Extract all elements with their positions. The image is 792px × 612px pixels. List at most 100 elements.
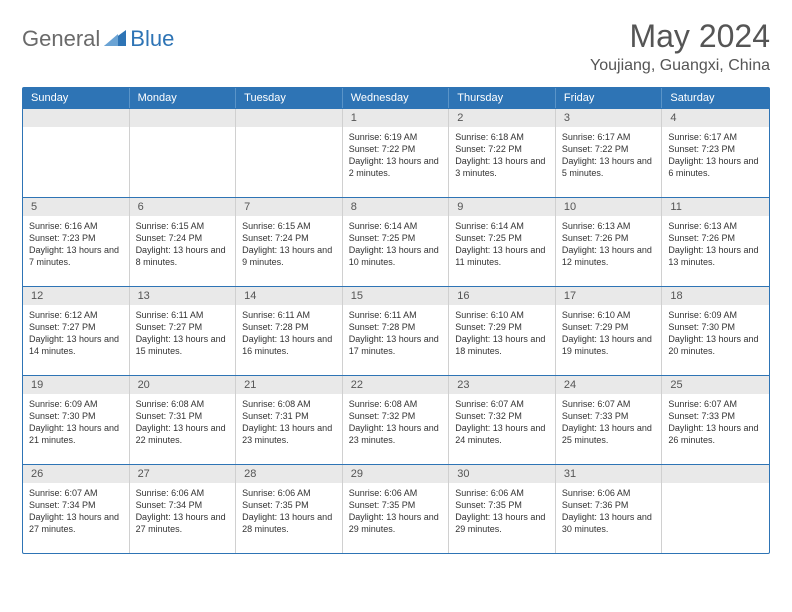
brand-triangle-icon bbox=[104, 28, 126, 51]
day-cell: 8Sunrise: 6:14 AMSunset: 7:25 PMDaylight… bbox=[343, 198, 450, 286]
sunset-line: Sunset: 7:27 PM bbox=[136, 321, 230, 333]
brand-logo: General Blue bbox=[22, 26, 174, 52]
daylight-line: Daylight: 13 hours and 23 minutes. bbox=[349, 422, 443, 446]
day-cell bbox=[130, 109, 237, 197]
daylight-line: Daylight: 13 hours and 29 minutes. bbox=[455, 511, 549, 535]
day-number: 27 bbox=[130, 465, 236, 483]
day-body: Sunrise: 6:06 AMSunset: 7:34 PMDaylight:… bbox=[130, 483, 236, 542]
sunrise-line: Sunrise: 6:11 AM bbox=[349, 309, 443, 321]
weekday-header-row: SundayMondayTuesdayWednesdayThursdayFrid… bbox=[23, 88, 769, 108]
day-cell: 12Sunrise: 6:12 AMSunset: 7:27 PMDayligh… bbox=[23, 287, 130, 375]
day-body bbox=[236, 127, 342, 137]
day-body: Sunrise: 6:14 AMSunset: 7:25 PMDaylight:… bbox=[449, 216, 555, 275]
weekday-header: Sunday bbox=[23, 88, 130, 108]
sunset-line: Sunset: 7:29 PM bbox=[562, 321, 656, 333]
day-cell: 9Sunrise: 6:14 AMSunset: 7:25 PMDaylight… bbox=[449, 198, 556, 286]
day-number: 20 bbox=[130, 376, 236, 394]
sunrise-line: Sunrise: 6:11 AM bbox=[136, 309, 230, 321]
day-number bbox=[23, 109, 129, 127]
day-number: 13 bbox=[130, 287, 236, 305]
day-number: 11 bbox=[662, 198, 769, 216]
day-cell: 31Sunrise: 6:06 AMSunset: 7:36 PMDayligh… bbox=[556, 465, 663, 553]
day-number bbox=[130, 109, 236, 127]
day-body: Sunrise: 6:06 AMSunset: 7:35 PMDaylight:… bbox=[236, 483, 342, 542]
daylight-line: Daylight: 13 hours and 3 minutes. bbox=[455, 155, 549, 179]
day-cell: 29Sunrise: 6:06 AMSunset: 7:35 PMDayligh… bbox=[343, 465, 450, 553]
sunset-line: Sunset: 7:34 PM bbox=[136, 499, 230, 511]
daylight-line: Daylight: 13 hours and 19 minutes. bbox=[562, 333, 656, 357]
daylight-line: Daylight: 13 hours and 12 minutes. bbox=[562, 244, 656, 268]
sunrise-line: Sunrise: 6:15 AM bbox=[242, 220, 336, 232]
day-body: Sunrise: 6:11 AMSunset: 7:27 PMDaylight:… bbox=[130, 305, 236, 364]
day-number: 4 bbox=[662, 109, 769, 127]
day-number: 26 bbox=[23, 465, 129, 483]
day-cell: 1Sunrise: 6:19 AMSunset: 7:22 PMDaylight… bbox=[343, 109, 450, 197]
day-body: Sunrise: 6:14 AMSunset: 7:25 PMDaylight:… bbox=[343, 216, 449, 275]
sunset-line: Sunset: 7:30 PM bbox=[29, 410, 123, 422]
daylight-line: Daylight: 13 hours and 24 minutes. bbox=[455, 422, 549, 446]
day-body: Sunrise: 6:06 AMSunset: 7:35 PMDaylight:… bbox=[449, 483, 555, 542]
sunset-line: Sunset: 7:30 PM bbox=[668, 321, 763, 333]
day-number: 3 bbox=[556, 109, 662, 127]
day-body: Sunrise: 6:11 AMSunset: 7:28 PMDaylight:… bbox=[236, 305, 342, 364]
daylight-line: Daylight: 13 hours and 17 minutes. bbox=[349, 333, 443, 357]
weekday-header: Tuesday bbox=[236, 88, 343, 108]
sunset-line: Sunset: 7:34 PM bbox=[29, 499, 123, 511]
page-location: Youjiang, Guangxi, China bbox=[590, 57, 770, 75]
day-body: Sunrise: 6:11 AMSunset: 7:28 PMDaylight:… bbox=[343, 305, 449, 364]
sunset-line: Sunset: 7:32 PM bbox=[349, 410, 443, 422]
sunset-line: Sunset: 7:35 PM bbox=[455, 499, 549, 511]
day-cell: 13Sunrise: 6:11 AMSunset: 7:27 PMDayligh… bbox=[130, 287, 237, 375]
day-number: 28 bbox=[236, 465, 342, 483]
day-cell: 18Sunrise: 6:09 AMSunset: 7:30 PMDayligh… bbox=[662, 287, 769, 375]
brand-blue: Blue bbox=[130, 26, 174, 52]
sunrise-line: Sunrise: 6:15 AM bbox=[136, 220, 230, 232]
sunrise-line: Sunrise: 6:19 AM bbox=[349, 131, 443, 143]
sunrise-line: Sunrise: 6:10 AM bbox=[562, 309, 656, 321]
sunrise-line: Sunrise: 6:08 AM bbox=[242, 398, 336, 410]
day-cell: 30Sunrise: 6:06 AMSunset: 7:35 PMDayligh… bbox=[449, 465, 556, 553]
daylight-line: Daylight: 13 hours and 27 minutes. bbox=[136, 511, 230, 535]
daylight-line: Daylight: 13 hours and 25 minutes. bbox=[562, 422, 656, 446]
day-body: Sunrise: 6:19 AMSunset: 7:22 PMDaylight:… bbox=[343, 127, 449, 186]
day-cell: 3Sunrise: 6:17 AMSunset: 7:22 PMDaylight… bbox=[556, 109, 663, 197]
day-body: Sunrise: 6:06 AMSunset: 7:35 PMDaylight:… bbox=[343, 483, 449, 542]
day-body: Sunrise: 6:16 AMSunset: 7:23 PMDaylight:… bbox=[23, 216, 129, 275]
day-number: 24 bbox=[556, 376, 662, 394]
day-body: Sunrise: 6:07 AMSunset: 7:32 PMDaylight:… bbox=[449, 394, 555, 453]
day-body: Sunrise: 6:08 AMSunset: 7:32 PMDaylight:… bbox=[343, 394, 449, 453]
sunset-line: Sunset: 7:31 PM bbox=[242, 410, 336, 422]
sunrise-line: Sunrise: 6:07 AM bbox=[455, 398, 549, 410]
day-body: Sunrise: 6:12 AMSunset: 7:27 PMDaylight:… bbox=[23, 305, 129, 364]
sunset-line: Sunset: 7:31 PM bbox=[136, 410, 230, 422]
daylight-line: Daylight: 13 hours and 9 minutes. bbox=[242, 244, 336, 268]
day-body: Sunrise: 6:09 AMSunset: 7:30 PMDaylight:… bbox=[23, 394, 129, 453]
day-number: 30 bbox=[449, 465, 555, 483]
daylight-line: Daylight: 13 hours and 26 minutes. bbox=[668, 422, 763, 446]
sunrise-line: Sunrise: 6:16 AM bbox=[29, 220, 123, 232]
weekday-header: Wednesday bbox=[343, 88, 450, 108]
week-row: 26Sunrise: 6:07 AMSunset: 7:34 PMDayligh… bbox=[23, 464, 769, 553]
calendar-grid: SundayMondayTuesdayWednesdayThursdayFrid… bbox=[22, 87, 770, 554]
sunset-line: Sunset: 7:33 PM bbox=[668, 410, 763, 422]
daylight-line: Daylight: 13 hours and 18 minutes. bbox=[455, 333, 549, 357]
weekday-header: Thursday bbox=[449, 88, 556, 108]
daylight-line: Daylight: 13 hours and 11 minutes. bbox=[455, 244, 549, 268]
day-cell: 26Sunrise: 6:07 AMSunset: 7:34 PMDayligh… bbox=[23, 465, 130, 553]
day-cell: 24Sunrise: 6:07 AMSunset: 7:33 PMDayligh… bbox=[556, 376, 663, 464]
daylight-line: Daylight: 13 hours and 2 minutes. bbox=[349, 155, 443, 179]
daylight-line: Daylight: 13 hours and 8 minutes. bbox=[136, 244, 230, 268]
day-cell: 10Sunrise: 6:13 AMSunset: 7:26 PMDayligh… bbox=[556, 198, 663, 286]
day-body: Sunrise: 6:13 AMSunset: 7:26 PMDaylight:… bbox=[556, 216, 662, 275]
daylight-line: Daylight: 13 hours and 20 minutes. bbox=[668, 333, 763, 357]
day-cell: 25Sunrise: 6:07 AMSunset: 7:33 PMDayligh… bbox=[662, 376, 769, 464]
sunrise-line: Sunrise: 6:11 AM bbox=[242, 309, 336, 321]
day-number: 7 bbox=[236, 198, 342, 216]
sunrise-line: Sunrise: 6:06 AM bbox=[242, 487, 336, 499]
day-cell bbox=[662, 465, 769, 553]
day-body bbox=[130, 127, 236, 137]
daylight-line: Daylight: 13 hours and 5 minutes. bbox=[562, 155, 656, 179]
day-body: Sunrise: 6:17 AMSunset: 7:22 PMDaylight:… bbox=[556, 127, 662, 186]
weekday-header: Saturday bbox=[662, 88, 769, 108]
day-number: 16 bbox=[449, 287, 555, 305]
